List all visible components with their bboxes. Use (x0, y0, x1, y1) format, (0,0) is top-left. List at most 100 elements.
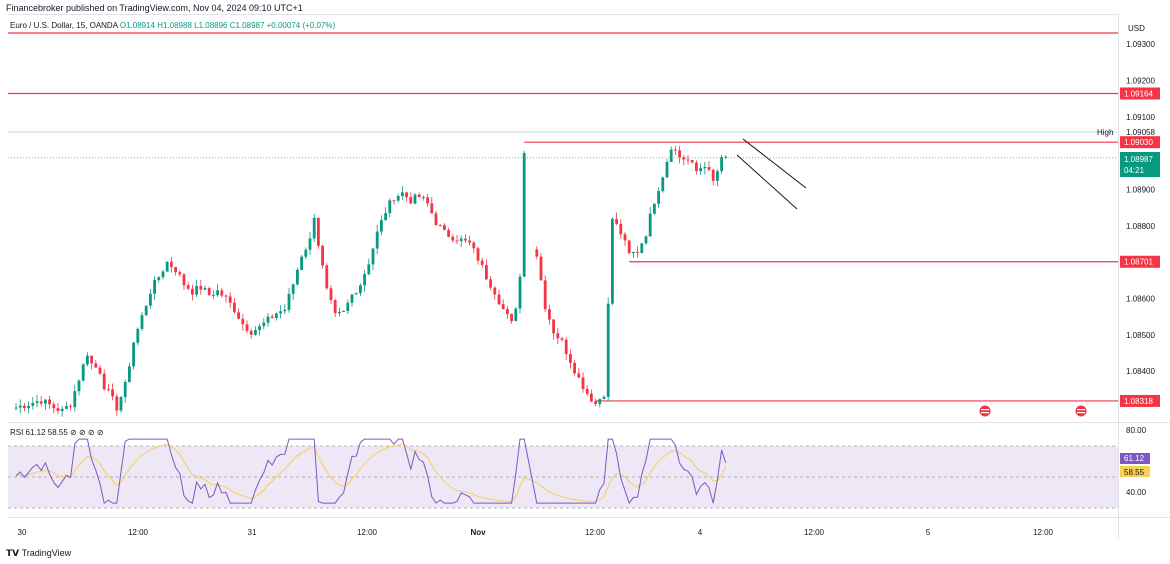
candle-body[interactable] (539, 256, 543, 281)
candle-body[interactable] (455, 240, 459, 242)
candle-body[interactable] (115, 396, 119, 411)
candle-body[interactable] (14, 407, 18, 409)
candle-body[interactable] (619, 223, 623, 235)
candle-body[interactable] (669, 149, 673, 162)
candle-body[interactable] (39, 401, 43, 404)
candle-body[interactable] (333, 300, 337, 314)
candle-body[interactable] (329, 288, 333, 301)
candle-body[interactable] (598, 399, 602, 405)
candle-body[interactable] (556, 333, 560, 339)
candle-body[interactable] (275, 313, 278, 319)
candle-body[interactable] (312, 217, 316, 239)
candle-body[interactable] (472, 242, 476, 249)
candle-body[interactable] (480, 260, 484, 265)
candle-body[interactable] (31, 403, 35, 406)
candle-body[interactable] (77, 380, 81, 392)
candle-body[interactable] (396, 196, 400, 201)
candle-body[interactable] (443, 225, 446, 230)
candle-body[interactable] (346, 302, 350, 312)
candle-body[interactable] (653, 203, 656, 214)
candle-body[interactable] (627, 240, 631, 254)
candle-body[interactable] (497, 294, 501, 305)
candle-body[interactable] (338, 311, 341, 314)
candle-body[interactable] (149, 293, 152, 306)
candle-body[interactable] (682, 157, 686, 160)
candle-body[interactable] (220, 290, 224, 296)
candle-body[interactable] (199, 285, 203, 290)
candle-body[interactable] (388, 200, 392, 214)
candle-body[interactable] (623, 234, 627, 241)
candle-body[interactable] (342, 311, 345, 313)
candle-body[interactable] (186, 285, 190, 289)
candle-body[interactable] (707, 167, 711, 170)
candle-body[interactable] (178, 272, 182, 275)
us-flag-event-icon[interactable] (1075, 405, 1087, 417)
candle-body[interactable] (157, 277, 161, 281)
candle-body[interactable] (128, 366, 131, 383)
candle-body[interactable] (73, 391, 77, 408)
candle-body[interactable] (27, 405, 30, 409)
candle-body[interactable] (317, 217, 320, 246)
candle-body[interactable] (52, 404, 56, 409)
candle-body[interactable] (216, 290, 219, 296)
candle-body[interactable] (203, 288, 207, 290)
candle-body[interactable] (241, 318, 245, 325)
candle-body[interactable] (266, 316, 270, 323)
candle-body[interactable] (514, 308, 518, 322)
candle-body[interactable] (161, 271, 165, 278)
candle-body[interactable] (384, 213, 387, 221)
candle-body[interactable] (522, 153, 526, 277)
candle-body[interactable] (191, 288, 194, 295)
candle-body[interactable] (501, 304, 505, 310)
candle-body[interactable] (476, 248, 480, 261)
candle-body[interactable] (644, 236, 648, 244)
candle-body[interactable] (375, 231, 379, 249)
candle-body[interactable] (413, 194, 417, 204)
channel-lower-line[interactable] (736, 154, 798, 210)
candle-body[interactable] (291, 284, 295, 294)
candle-body[interactable] (585, 388, 589, 394)
candle-body[interactable] (552, 319, 555, 334)
candle-body[interactable] (371, 248, 375, 265)
candle-body[interactable] (228, 296, 232, 303)
candle-body[interactable] (648, 213, 652, 237)
candle-body[interactable] (564, 339, 568, 355)
candle-body[interactable] (665, 161, 669, 178)
candle-body[interactable] (632, 251, 635, 254)
candle-body[interactable] (510, 313, 513, 322)
candle-body[interactable] (102, 373, 106, 390)
candle-body[interactable] (417, 194, 421, 198)
candle-body[interactable] (602, 396, 606, 400)
candle-body[interactable] (711, 169, 715, 181)
candle-body[interactable] (300, 256, 303, 270)
candle-body[interactable] (350, 294, 354, 303)
candle-body[interactable] (18, 405, 22, 408)
candle-body[interactable] (459, 238, 463, 242)
candle-body[interactable] (165, 261, 169, 272)
candle-body[interactable] (119, 397, 123, 411)
candle-body[interactable] (48, 399, 51, 405)
candle-body[interactable] (254, 330, 257, 335)
candle-body[interactable] (468, 240, 471, 243)
candle-body[interactable] (296, 269, 299, 285)
candle-body[interactable] (401, 192, 404, 197)
tradingview-logo[interactable]: 𝗧𝗩 TradingView (6, 548, 71, 559)
candle-body[interactable] (304, 249, 308, 257)
candle-body[interactable] (195, 285, 198, 295)
candle-body[interactable] (60, 408, 64, 412)
candle-body[interactable] (485, 264, 488, 280)
candle-body[interactable] (174, 267, 177, 273)
candle-body[interactable] (720, 157, 723, 172)
candle-body[interactable] (212, 295, 215, 297)
candle-body[interactable] (716, 171, 719, 181)
candle-body[interactable] (224, 295, 228, 297)
candle-body[interactable] (325, 265, 329, 289)
candle-body[interactable] (35, 401, 39, 404)
candle-body[interactable] (279, 311, 282, 314)
candle-body[interactable] (245, 324, 249, 331)
candle-body[interactable] (611, 218, 614, 304)
candle-body[interactable] (493, 287, 497, 295)
candle-body[interactable] (573, 362, 576, 374)
candle-body[interactable] (615, 218, 618, 224)
